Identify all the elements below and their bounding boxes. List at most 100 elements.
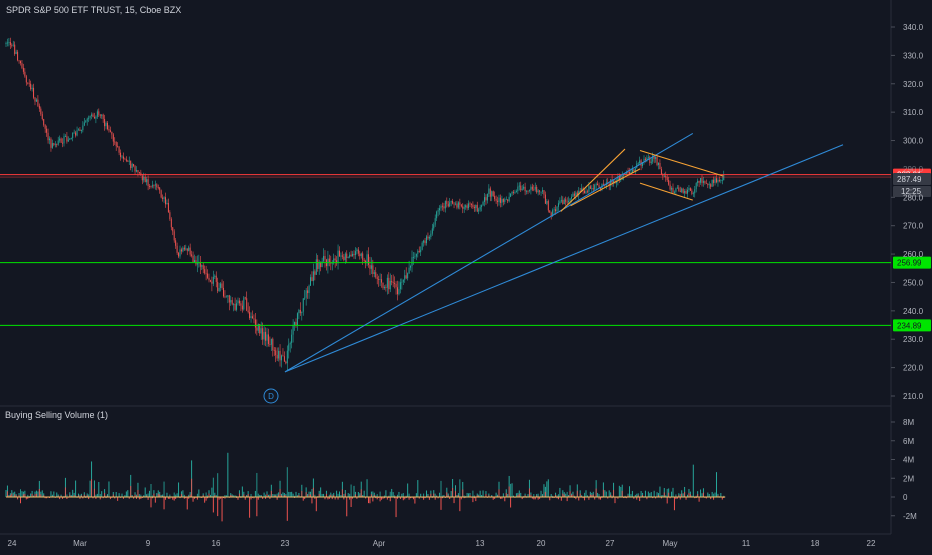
candle-body: [60, 138, 62, 143]
candle-body: [481, 205, 483, 207]
candle: [514, 189, 516, 194]
candle-body: [700, 178, 702, 183]
candle-body: [588, 186, 590, 192]
candle: [273, 347, 275, 356]
candle: [427, 232, 429, 241]
dividend-marker[interactable]: D: [263, 388, 279, 404]
candle: [540, 191, 542, 196]
candle-body: [626, 172, 628, 174]
candle-body: [565, 199, 567, 202]
candle-body: [57, 140, 59, 145]
candle-body: [369, 264, 371, 269]
candle: [299, 302, 301, 316]
candle-body: [391, 280, 393, 283]
candle-body: [301, 311, 303, 314]
candle-body: [652, 155, 654, 162]
candle-body: [421, 242, 423, 250]
candle: [250, 312, 252, 323]
candle-body: [562, 200, 564, 205]
candle-body: [404, 275, 406, 280]
candle: [518, 182, 520, 191]
candle-body: [51, 143, 53, 148]
candle: [717, 178, 719, 187]
candle: [704, 180, 706, 185]
candle: [544, 191, 546, 204]
candle-body: [402, 279, 404, 282]
countdown-label: 12:25: [901, 187, 922, 196]
candle: [707, 183, 709, 189]
candle: [279, 344, 281, 367]
candle: [386, 274, 388, 295]
candle: [501, 195, 503, 208]
candle: [270, 338, 272, 351]
candle: [17, 49, 19, 62]
candle-body: [681, 188, 683, 192]
candle: [482, 200, 484, 206]
candle: [217, 277, 219, 294]
candle-body: [392, 282, 394, 284]
time-axis-tick: 23: [281, 539, 290, 548]
candle-body: [211, 281, 213, 284]
candle: [594, 183, 596, 192]
candle: [37, 95, 39, 108]
candle-body: [486, 193, 488, 201]
candle: [302, 298, 304, 316]
candle-body: [504, 199, 506, 202]
candle: [550, 211, 552, 220]
candle-body: [621, 175, 623, 177]
candle: [375, 267, 377, 279]
candle-body: [379, 279, 381, 281]
candle-body: [192, 255, 194, 262]
candle: [109, 126, 111, 133]
candle-body: [136, 170, 137, 172]
candle-body: [112, 134, 114, 142]
candle-body: [234, 303, 236, 310]
volume-indicator-title[interactable]: Buying Selling Volume (1): [5, 410, 109, 420]
candle: [154, 180, 156, 190]
candle-body: [275, 350, 277, 356]
candle-body: [175, 240, 177, 246]
candle-body: [307, 290, 309, 294]
candle-body: [224, 296, 226, 298]
price-tag-level: 256.99: [893, 256, 931, 269]
candle: [455, 201, 456, 206]
candle-body: [492, 191, 494, 196]
candle: [398, 281, 400, 296]
candle-body: [649, 157, 651, 163]
candle: [716, 175, 717, 184]
candle: [111, 131, 113, 139]
candle: [547, 199, 549, 213]
candle-body: [98, 111, 100, 115]
candle-body: [694, 189, 696, 194]
candle-body: [244, 297, 246, 299]
candle-body: [40, 108, 42, 115]
candle-body: [711, 179, 713, 187]
candle: [681, 187, 683, 193]
candle: [64, 134, 66, 138]
candle: [585, 187, 587, 194]
candle-body: [515, 191, 517, 193]
candle-body: [557, 203, 559, 207]
candle-body: [476, 204, 478, 212]
candle-body: [347, 257, 349, 259]
price-axis-tick: 330.0: [903, 51, 924, 60]
candle-body: [658, 162, 659, 165]
candle: [34, 97, 36, 106]
candle-body: [383, 286, 385, 289]
candle-body: [291, 334, 293, 343]
candle-body: [534, 186, 536, 190]
time-axis-tick: 9: [146, 539, 151, 548]
candle: [292, 319, 294, 343]
candle-body: [263, 331, 265, 340]
candle-body: [30, 83, 32, 90]
candle: [511, 191, 513, 196]
candle: [334, 255, 336, 268]
candle-body: [128, 160, 130, 162]
candle: [397, 280, 398, 301]
price-tag-label: 234.89: [897, 321, 922, 330]
candle: [231, 297, 233, 306]
candle-body: [89, 115, 91, 118]
candle: [212, 270, 214, 287]
